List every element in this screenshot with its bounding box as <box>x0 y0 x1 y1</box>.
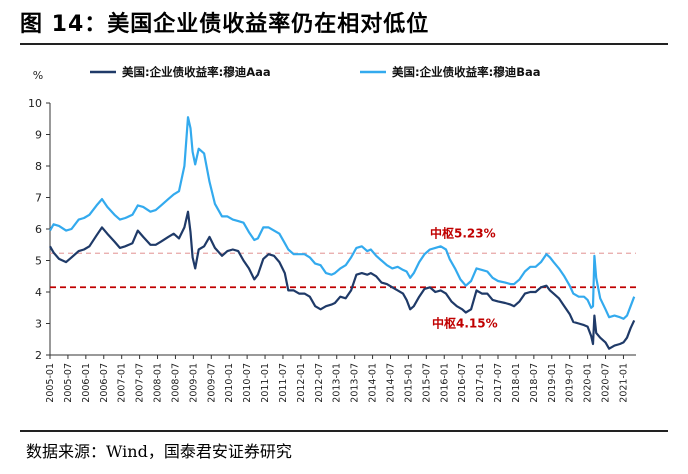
x-tick-label: 2015-07 <box>421 363 432 403</box>
x-tick-label: 2016-07 <box>457 363 468 403</box>
x-tick-label: 2010-01 <box>224 363 235 403</box>
x-tick-label: 2008-07 <box>170 363 181 403</box>
x-tick-label: 2017-01 <box>475 363 486 403</box>
x-tick-label: 2017-07 <box>493 363 504 403</box>
y-tick-label: 8 <box>35 160 42 173</box>
x-tick-label: 2007-07 <box>135 363 146 403</box>
y-tick-label: 4 <box>35 286 42 299</box>
x-tick-label: 2014-01 <box>368 363 379 403</box>
x-tick-label: 2006-01 <box>81 363 92 403</box>
y-tick-label: 5 <box>35 255 42 268</box>
figure-title: 图 14：美国企业债收益率仍在相对低位 <box>20 12 430 37</box>
x-tick-label: 2020-07 <box>601 363 612 403</box>
x-tick-label: 2019-07 <box>565 363 576 403</box>
annotations: 中枢5.23% 中枢4.15% <box>430 225 498 330</box>
x-tick-label: 2012-07 <box>314 363 325 403</box>
series-line-aaa <box>49 210 636 350</box>
x-tick-label: 2019-01 <box>547 363 558 403</box>
annotation-center-baa: 中枢5.23% <box>430 225 496 240</box>
legend-label-2: 美国:企业债收益率:穆迪Baa <box>392 65 540 79</box>
x-tick-label: 2013-01 <box>332 363 343 403</box>
legend: 美国:企业债收益率:穆迪Aaa 美国:企业债收益率:穆迪Baa <box>90 65 540 79</box>
x-tick-label: 2021-01 <box>618 363 629 403</box>
y-tick-label: 6 <box>35 223 42 236</box>
x-tick-label: 2011-07 <box>278 363 289 403</box>
annotation-center-aaa: 中枢4.15% <box>432 315 498 330</box>
y-tick-label: 3 <box>35 318 42 331</box>
x-tick-label: 2016-01 <box>439 363 450 403</box>
x-tick-label: 2020-01 <box>583 363 594 403</box>
legend-label-1: 美国:企业债收益率:穆迪Aaa <box>122 65 271 79</box>
x-tick-label: 2008-01 <box>153 363 164 403</box>
footer-divider <box>20 430 668 432</box>
y-axis-unit: % <box>33 69 43 82</box>
y-tick-label: 9 <box>35 129 42 142</box>
line-chart: % 2 3 4 5 6 7 8 9 10 2005-01 2005-07 2006-01 2006-07 2… <box>28 65 636 403</box>
x-tick-label: 2014-07 <box>385 363 396 403</box>
source-note: 数据来源：Wind，国泰君安证券研究 <box>26 442 292 461</box>
series-layer <box>49 116 636 350</box>
x-tick-label: 2006-07 <box>99 363 110 403</box>
y-tick-label: 2 <box>35 349 42 362</box>
x-tick-label: 2010-07 <box>242 363 253 403</box>
axes: % 2 3 4 5 6 7 8 9 10 2005-01 2005-07 2006-01 2006-07 2… <box>28 69 636 403</box>
x-tick-label: 2012-01 <box>296 363 307 403</box>
x-tick-label: 2018-01 <box>511 363 522 403</box>
x-tick-label: 2005-07 <box>63 363 74 403</box>
x-tick-label: 2007-01 <box>117 363 128 403</box>
x-tick-label: 2011-01 <box>260 363 271 403</box>
y-tick-label: 7 <box>35 192 42 205</box>
series-line-baa <box>49 116 636 320</box>
x-tick-label: 2009-01 <box>188 363 199 403</box>
x-tick-label: 2013-07 <box>350 363 361 403</box>
x-tick-label: 2005-01 <box>45 363 56 403</box>
x-tick-label: 2009-07 <box>206 363 217 403</box>
y-tick-label: 10 <box>28 97 42 110</box>
x-tick-label: 2015-01 <box>403 363 414 403</box>
title-divider <box>20 43 668 45</box>
x-tick-label: 2018-07 <box>529 363 540 403</box>
reference-lines <box>50 252 636 289</box>
